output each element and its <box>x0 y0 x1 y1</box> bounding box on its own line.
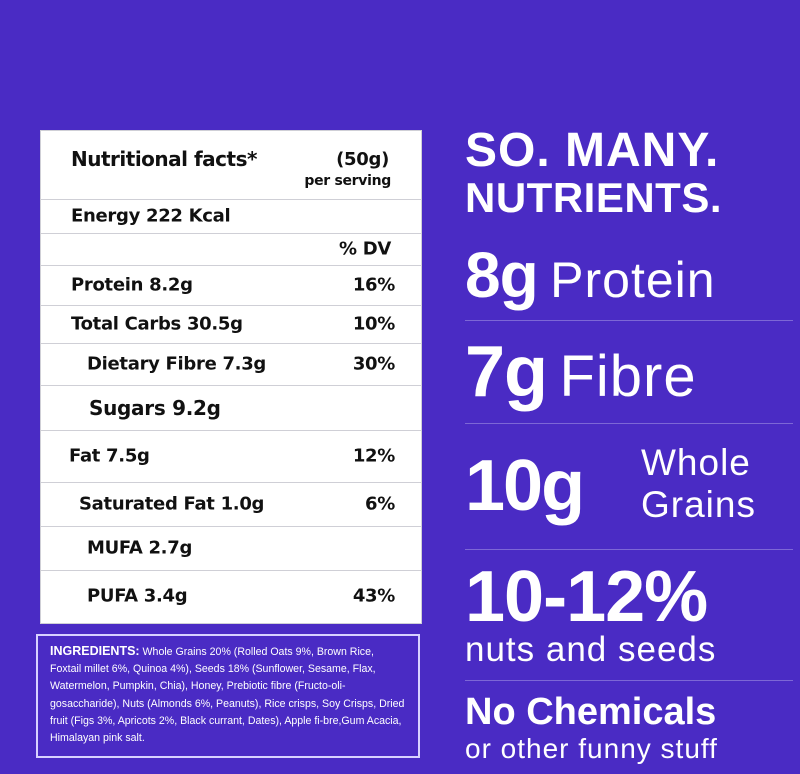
nutrition-title: Nutritional facts* <box>71 147 257 171</box>
ingredients-text: Whole Grains 20% (Rolled Oats 9%, Brown … <box>50 646 405 745</box>
nutrient-row: MUFA 2.7g <box>41 526 421 571</box>
nutrient-name: Total Carbs 30.5g <box>71 313 243 335</box>
nutrient-dv: 16% <box>352 274 395 296</box>
grains-label-1: Whole <box>641 442 751 483</box>
protein-label: Protein <box>550 252 716 308</box>
fibre-amount: 7g <box>465 332 548 412</box>
fibre-label: Fibre <box>559 344 697 409</box>
nutrient-row: Protein 8.2g 16% <box>41 265 421 306</box>
nutrient-dv: 12% <box>352 445 395 467</box>
dv-header-row: % DV <box>41 233 421 266</box>
nutrient-name: Saturated Fat 1.0g <box>79 493 265 515</box>
nutrient-row: Dietary Fibre 7.3g 30% <box>41 343 421 386</box>
nutrient-dv: 43% <box>352 585 395 607</box>
nutrient-name: Protein 8.2g <box>71 274 193 296</box>
protein-amount: 8g <box>465 239 539 311</box>
energy-value: Energy 222 Kcal <box>71 205 231 227</box>
energy-row: Energy 222 Kcal <box>41 199 421 234</box>
serving-label: per serving <box>304 173 391 189</box>
nutrient-row: Total Carbs 30.5g 10% <box>41 305 421 344</box>
nutrition-facts-panel: Nutritional facts* (50g) per serving Ene… <box>40 130 422 624</box>
nutrient-dv: 10% <box>352 313 395 335</box>
grains-label-2: Grains <box>641 484 756 525</box>
nuts-label: nuts and seeds <box>465 630 717 669</box>
nuts-amount: 10-12% <box>465 557 708 637</box>
nutrient-row: Fat 7.5g 12% <box>41 430 421 483</box>
protein-claim: 8g Protein <box>465 240 790 310</box>
fibre-claim: 7g Fibre <box>465 332 790 412</box>
divider <box>465 423 793 424</box>
nutrient-row: Saturated Fat 1.0g 6% <box>41 482 421 527</box>
divider <box>465 320 793 321</box>
nutrient-name: Sugars 9.2g <box>89 395 221 420</box>
grains-claim: 10g Whole Grains <box>465 440 790 536</box>
dv-header: % DV <box>339 238 391 260</box>
nutrient-name: PUFA 3.4g <box>87 585 188 607</box>
nutrition-header: Nutritional facts* (50g) per serving <box>41 131 421 200</box>
ingredients-label: INGREDIENTS: <box>50 644 140 658</box>
nutrient-dv: 6% <box>365 493 395 515</box>
nutrient-dv: 30% <box>352 353 395 375</box>
no-chemicals-subtitle: or other funny stuff <box>465 733 718 764</box>
ingredients-box: INGREDIENTS: Whole Grains 20% (Rolled Oa… <box>36 634 420 758</box>
headline-line-2: NUTRIENTS. <box>465 174 722 221</box>
nutrient-name: Fat 7.5g <box>69 445 150 467</box>
nutrient-row: Sugars 9.2g <box>41 385 421 431</box>
grains-amount: 10g <box>465 446 585 526</box>
headline-line-1: SO. MANY. <box>465 124 720 177</box>
nutrient-name: Dietary Fibre 7.3g <box>87 353 267 375</box>
nutrient-row: PUFA 3.4g 43% <box>41 570 421 622</box>
nutrient-name: MUFA 2.7g <box>87 537 193 559</box>
no-chemicals-title: No Chemicals <box>465 691 717 733</box>
serving-quantity: (50g) <box>336 149 389 170</box>
divider <box>465 680 793 681</box>
divider <box>465 549 793 550</box>
